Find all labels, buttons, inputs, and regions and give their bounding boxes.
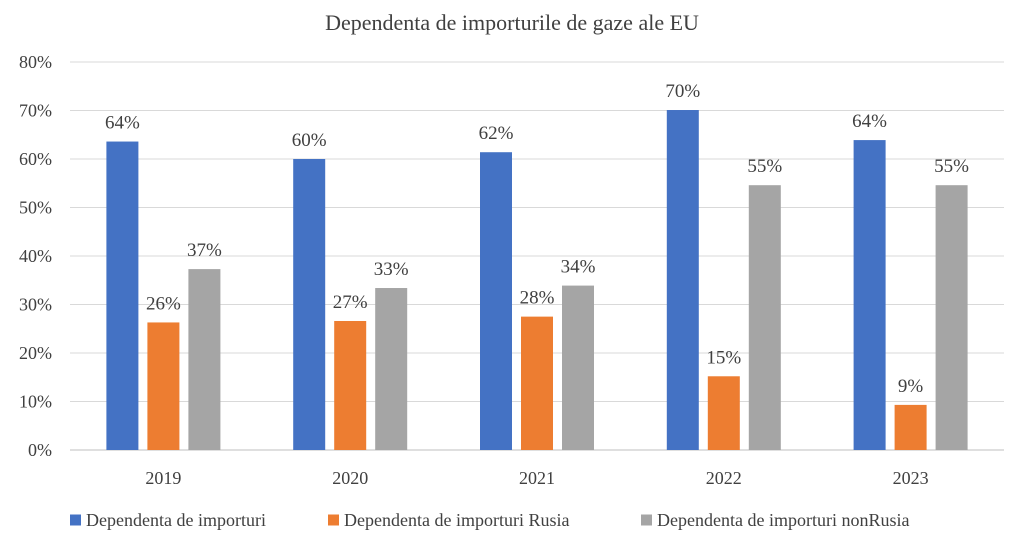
bar-nonrusia-2023: [935, 185, 968, 450]
y-axis-tick-labels: 0% 10% 20% 30% 40% 50% 60% 70% 80%: [19, 52, 52, 460]
bar-rusia-2023: [894, 404, 927, 450]
legend: Dependenta de importuri Dependenta de imp…: [70, 510, 909, 530]
data-label: 28%: [520, 288, 555, 309]
data-label: 34%: [561, 257, 596, 278]
legend-label: Dependenta de importuri Rusia: [344, 510, 569, 530]
bar-nonrusia-2021: [562, 285, 594, 450]
legend-item: Dependenta de importuri: [70, 510, 266, 530]
bar-rusia-2020: [334, 320, 367, 450]
y-tick-label: 10%: [19, 392, 52, 412]
data-label: 70%: [665, 81, 700, 102]
data-label: 26%: [146, 293, 181, 314]
legend-swatch: [70, 514, 81, 526]
data-label: 55%: [934, 156, 969, 177]
data-label: 37%: [187, 240, 222, 261]
bar-total-2019: [106, 141, 139, 451]
bar-total-2021: [480, 152, 512, 450]
data-label: 64%: [852, 111, 887, 132]
data-label: 15%: [706, 347, 741, 368]
y-tick-label: 20%: [19, 343, 52, 363]
x-tick-label: 2022: [706, 468, 742, 488]
legend-swatch: [641, 514, 652, 526]
bar-total-2022: [666, 110, 699, 450]
y-tick-label: 60%: [19, 149, 52, 169]
chart-title: Dependenta de importurile de gaze ale EU: [325, 10, 699, 35]
bars: [106, 110, 968, 451]
bar-total-2020: [293, 159, 326, 450]
y-tick-label: 30%: [19, 295, 52, 315]
x-tick-label: 2020: [332, 468, 368, 488]
data-label: 33%: [374, 259, 409, 280]
x-tick-label: 2019: [145, 468, 181, 488]
bar-rusia-2021: [521, 316, 553, 450]
bar-total-2023: [853, 140, 886, 450]
y-tick-label: 70%: [19, 101, 52, 121]
x-tick-label: 2023: [893, 468, 929, 488]
x-axis-tick-labels: 2019 2020 2021 2022 2023: [145, 468, 928, 488]
x-tick-label: 2021: [519, 468, 555, 488]
y-tick-label: 0%: [28, 440, 52, 460]
data-labels: 64% 26% 37% 60% 27% 33% 62% 28% 34% 70% 15% 55% 64% 9…: [105, 81, 969, 397]
data-label: 60%: [292, 130, 327, 151]
data-label: 9%: [898, 376, 924, 397]
y-tick-label: 80%: [19, 52, 52, 72]
y-tick-label: 50%: [19, 198, 52, 218]
legend-swatch: [328, 514, 339, 526]
legend-item: Dependenta de importuri nonRusia: [641, 510, 909, 530]
data-label: 64%: [105, 113, 140, 134]
bar-nonrusia-2019: [188, 269, 221, 450]
legend-label: Dependenta de importuri: [86, 510, 266, 530]
data-label: 27%: [333, 292, 368, 313]
legend-item: Dependenta de importuri Rusia: [328, 510, 569, 530]
bar-nonrusia-2022: [748, 185, 781, 450]
bar-nonrusia-2020: [375, 288, 408, 450]
data-label: 55%: [747, 156, 782, 177]
gridlines: [70, 61, 1004, 451]
data-label: 62%: [479, 123, 514, 144]
y-tick-label: 40%: [19, 246, 52, 266]
legend-label: Dependenta de importuri nonRusia: [657, 510, 909, 530]
bar-rusia-2022: [707, 376, 740, 450]
bar-rusia-2019: [147, 322, 180, 450]
